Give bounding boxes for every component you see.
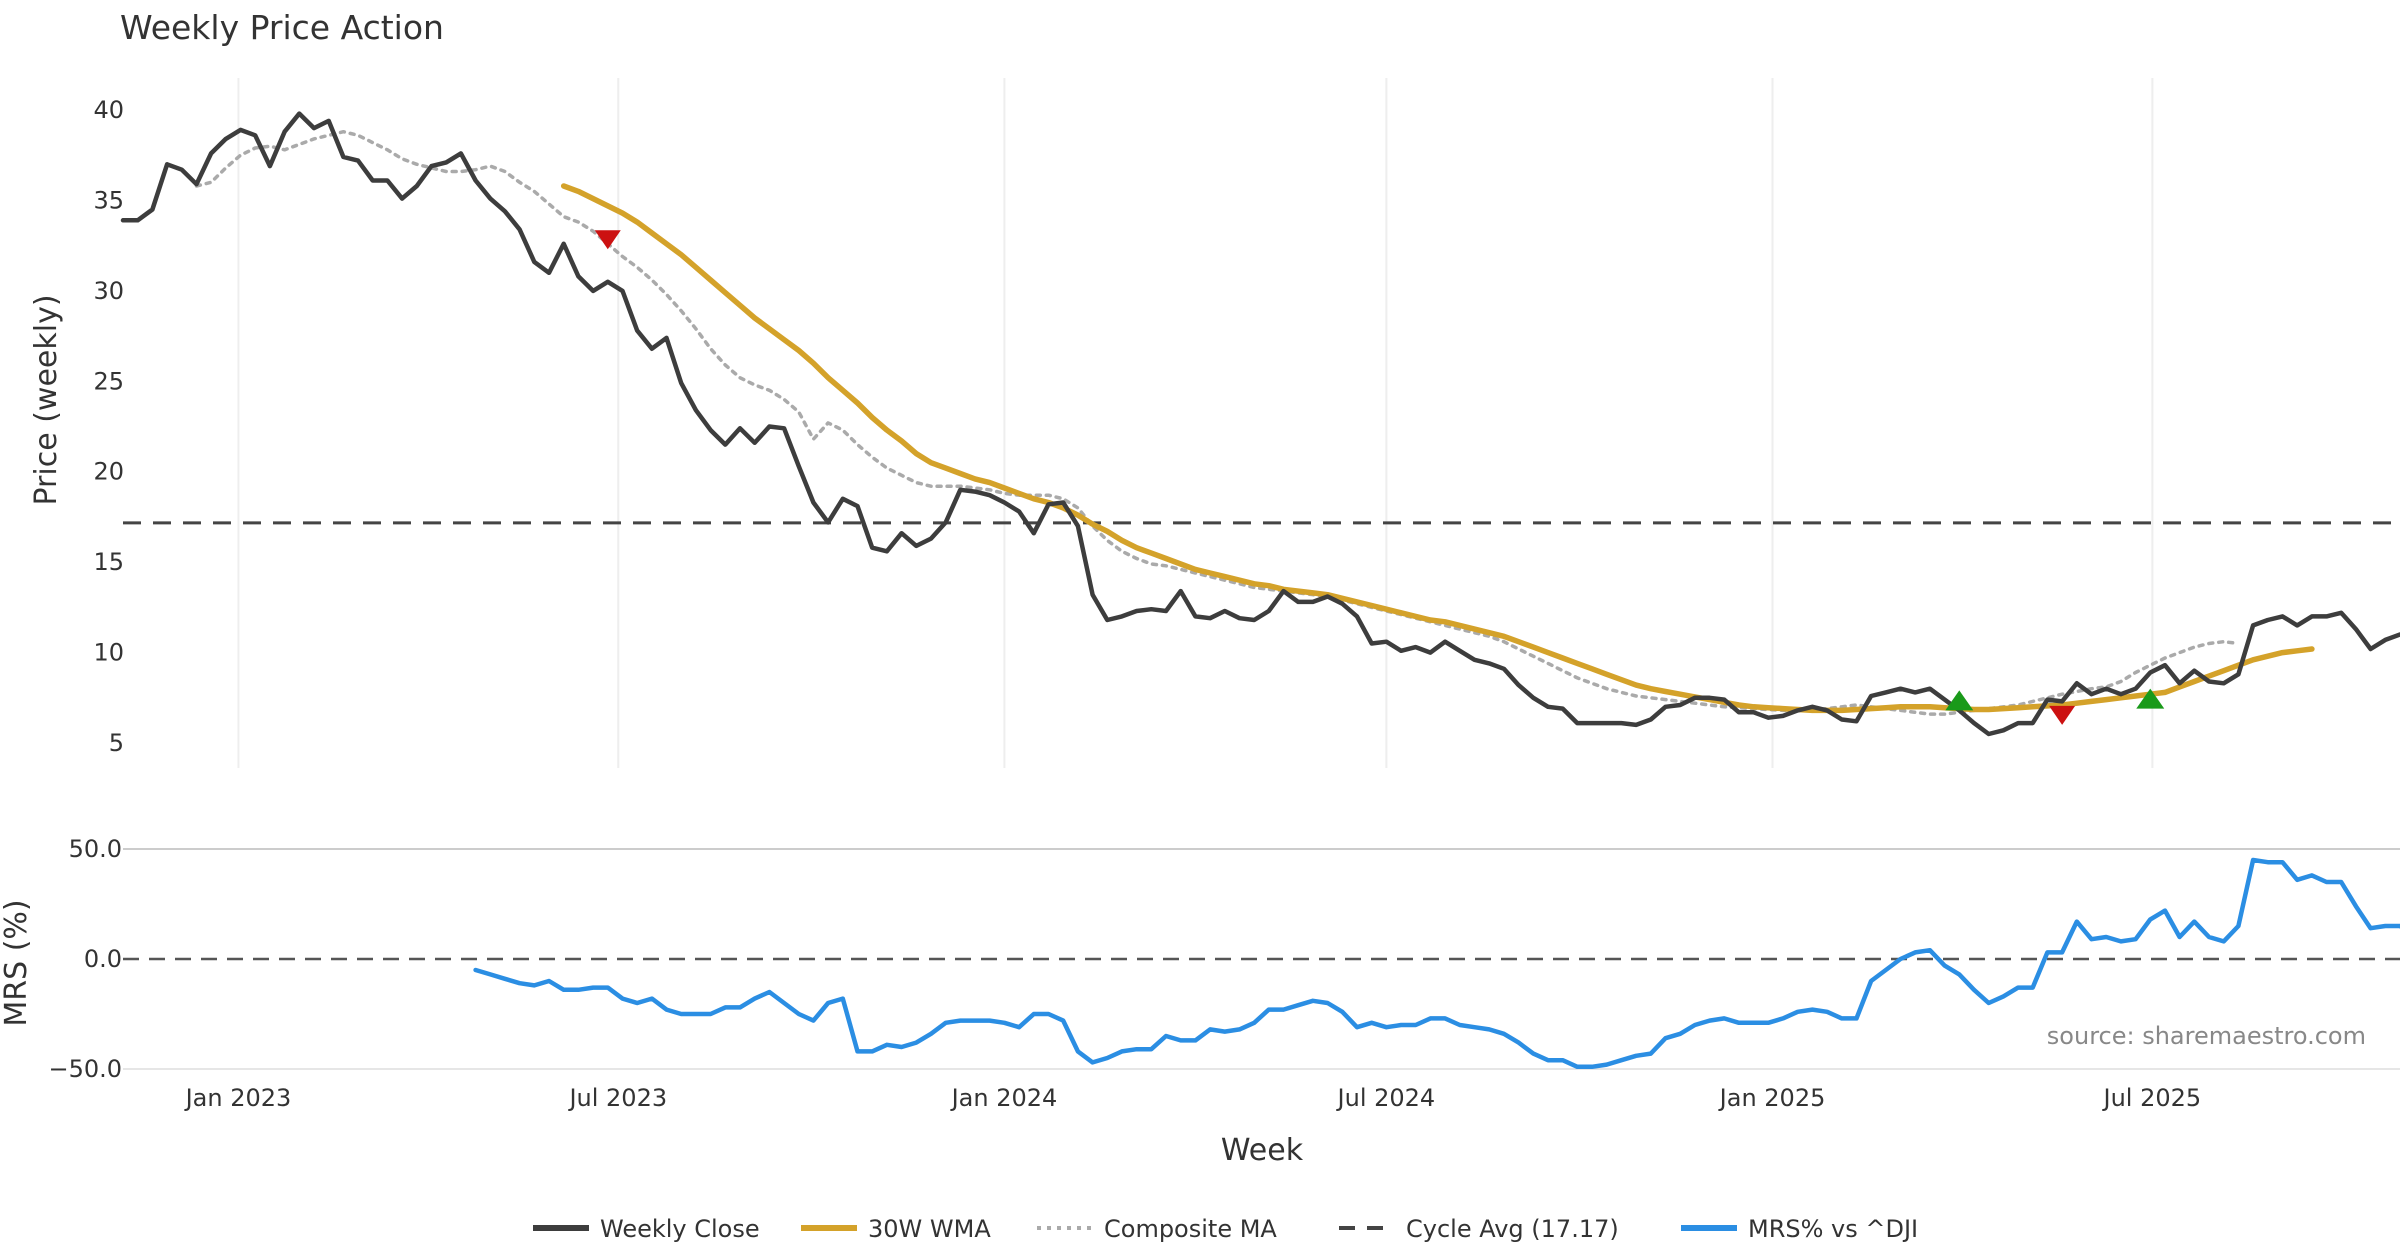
buy-signal-marker [2136, 688, 2165, 709]
composite-ma-line [194, 129, 2241, 716]
legend-label: 30W WMA [868, 1215, 991, 1243]
price-y-tick-label: 5 [109, 729, 124, 757]
price-series [120, 111, 2400, 737]
x-axis-ticks: Jan 2023 Jul 2023 Jan 2024 Jul 2024 Jan 2025… [184, 1084, 2202, 1112]
mrs-y-tick-label: −50.0 [48, 1055, 122, 1083]
mrs-y-tick-label: 0.0 [84, 945, 122, 973]
price-panel: 5 10 15 20 25 30 35 40 Price (weekly) [29, 78, 2400, 768]
price-y-tick-label: 15 [93, 548, 124, 576]
chart-title: Weekly Price Action [120, 8, 444, 47]
x-tick-label: Jan 2023 [184, 1084, 292, 1112]
x-tick-label: Jan 2025 [1718, 1084, 1826, 1112]
mrs-panel: 50.0 0.0 −50.0 MRS (%) source: sharemaestr… [0, 835, 2400, 1083]
price-y-tick-label: 40 [93, 96, 124, 124]
price-y-tick-label: 30 [93, 277, 124, 305]
price-y-ticks: 5 10 15 20 25 30 35 40 [93, 96, 124, 757]
price-grid [237, 78, 2154, 768]
legend: Weekly Close 30W WMA Composite MA Cycle Avg… [533, 1215, 1918, 1243]
weekly-close-line [120, 111, 2400, 737]
mrs-y-axis-label: MRS (%) [0, 899, 34, 1026]
legend-label: Composite MA [1104, 1215, 1277, 1243]
price-y-tick-label: 20 [93, 458, 124, 486]
legend-label: MRS% vs ^DJI [1748, 1215, 1918, 1243]
mrs-line [473, 857, 2400, 1070]
x-axis-title: Week [1221, 1133, 1304, 1168]
x-tick-label: Jul 2025 [2102, 1084, 2202, 1112]
buy-signal-marker [1945, 690, 1974, 711]
wma-30w-line [560, 183, 2315, 714]
legend-label: Cycle Avg (17.17) [1406, 1215, 1619, 1243]
mrs-y-tick-label: 50.0 [69, 835, 122, 863]
price-y-tick-label: 25 [93, 367, 124, 395]
trade-signals [594, 230, 2165, 725]
mrs-reference-lines [123, 848, 2400, 1070]
mrs-series [473, 857, 2400, 1070]
price-y-tick-label: 35 [93, 186, 124, 214]
x-tick-label: Jul 2024 [1336, 1084, 1436, 1112]
x-tick-label: Jul 2023 [567, 1084, 667, 1112]
source-annotation: source: sharemaestro.com [2047, 1022, 2366, 1050]
sell-signal-marker [2049, 705, 2076, 725]
legend-label: Weekly Close [600, 1215, 760, 1243]
sell-signal-marker [594, 230, 621, 250]
mrs-y-ticks: 50.0 0.0 −50.0 [48, 835, 122, 1083]
price-y-axis-label: Price (weekly) [29, 294, 64, 505]
price-y-tick-label: 10 [93, 639, 124, 667]
x-tick-label: Jan 2024 [950, 1084, 1058, 1112]
